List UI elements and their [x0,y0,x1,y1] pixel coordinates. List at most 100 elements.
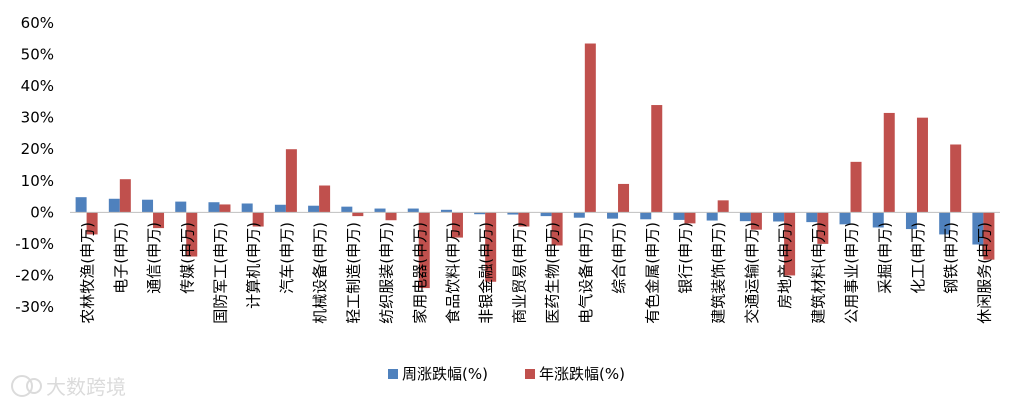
category-label: 休闲服务(申万) [975,222,993,324]
y-tick-label: 50% [21,46,54,64]
bar-weekly [872,212,884,228]
bar-weekly [374,208,386,213]
y-tick-label: 10% [21,172,54,190]
bar-weekly [108,198,120,213]
bar-yearly [551,212,563,246]
bar-weekly [739,212,751,222]
bar-weekly [507,212,519,215]
bar-weekly [308,205,320,213]
bars [75,43,995,289]
category-label: 银行(申万) [676,222,694,294]
category-label: 商业贸易(申万) [510,222,528,324]
bar-weekly [905,212,917,230]
category-label: 医药生物(申万) [544,222,562,324]
legend: 周涨跌幅(%) 年涨跌幅(%) [388,365,625,383]
y-tick-label: -30% [15,298,54,316]
category-label: 有色金属(申万) [643,222,661,324]
bar-yearly [651,105,663,213]
bar-weekly [208,202,220,213]
category-label: 传媒(申万) [178,222,196,294]
bar-yearly [784,212,796,276]
watermark: 大数跨境 [11,375,126,399]
bar-yearly [153,212,165,229]
y-axis: 60% 50% 40% 30% 20% 10% 0% -10% -20% -30% [15,14,54,316]
category-label: 建筑材料(申万) [809,222,827,324]
category-label: 电子(申万) [112,222,130,294]
bar-yearly [850,161,862,213]
bar-weekly [407,208,419,213]
watermark-logo-inner-icon [26,378,42,394]
bar-weekly [939,212,951,235]
bar-yearly [119,179,131,213]
category-label: 采掘(申万) [876,222,894,294]
bar-weekly [75,197,87,213]
bar-weekly [474,212,486,215]
y-tick-label: -20% [15,266,54,284]
category-label: 家用电器(申万) [411,222,429,324]
bar-weekly [341,206,353,213]
category-label: 轻工制造(申万) [344,222,362,324]
bar-weekly [540,212,552,217]
bar-yearly [451,212,463,238]
bar-weekly [806,212,818,223]
y-tick-label: -10% [15,235,54,253]
bar-yearly [352,212,364,217]
legend-label-yearly: 年涨跌幅(%) [539,365,625,383]
bar-weekly [274,204,286,213]
bar-yearly [684,212,696,224]
category-label: 计算机(申万) [245,222,263,309]
legend-label-weekly: 周涨跌幅(%) [402,365,488,383]
bar-weekly [706,212,718,221]
bar-yearly [86,212,98,235]
bar-yearly [584,43,596,213]
watermark-text: 大数跨境 [46,375,126,399]
category-label: 农林牧渔(申万) [79,222,97,324]
bar-yearly [518,212,530,227]
category-label: 食品饮料(申万) [444,222,462,324]
category-label: 电气设备(申万) [577,222,595,324]
bar-yearly [285,149,297,213]
y-tick-label: 30% [21,109,54,127]
category-label: 汽车(申万) [278,222,296,294]
category-label: 交通运输(申万) [743,222,761,324]
y-tick-label: 20% [21,140,54,158]
bar-yearly [485,212,497,282]
bar-yearly [252,212,264,227]
bar-weekly [175,201,187,213]
bar-weekly [241,203,253,213]
bar-weekly [673,212,685,220]
category-label: 综合(申万) [610,222,628,294]
x-axis: 农林牧渔(申万) 电子(申万) 通信(申万) 传媒(申万) 国防军工(申万) 计算机(申万… [70,211,1000,324]
bar-weekly [839,212,851,225]
bar-yearly [983,212,995,260]
bar-yearly [817,212,829,244]
category-label: 建筑装饰(申万) [710,222,728,324]
legend-swatch-yearly [525,369,535,379]
bar-yearly [750,212,762,230]
y-tick-label: 60% [21,14,54,32]
bar-yearly [883,112,895,213]
bar-yearly [618,183,630,213]
category-label: 国防军工(申万) [211,222,229,324]
bar-weekly [573,212,585,218]
bar-yearly [186,212,198,257]
bar-weekly [607,212,619,219]
watermark-logo-icon [11,375,33,397]
y-tick-label: 40% [21,77,54,95]
bar-yearly [916,117,928,213]
bar-yearly [950,144,962,213]
bar-weekly [640,212,652,220]
bar-weekly [142,199,154,213]
bar-yearly [418,212,430,289]
category-label: 非银金融(申万) [477,222,495,324]
bar-yearly [385,212,397,221]
bar-weekly [440,209,452,213]
category-label: 钢铁(申万) [942,222,960,294]
category-label: 房地产(申万) [776,222,794,309]
category-label: 通信(申万) [145,222,163,294]
category-label: 化工(申万) [909,222,927,294]
bar-yearly [319,185,331,213]
bar-yearly [219,204,231,213]
